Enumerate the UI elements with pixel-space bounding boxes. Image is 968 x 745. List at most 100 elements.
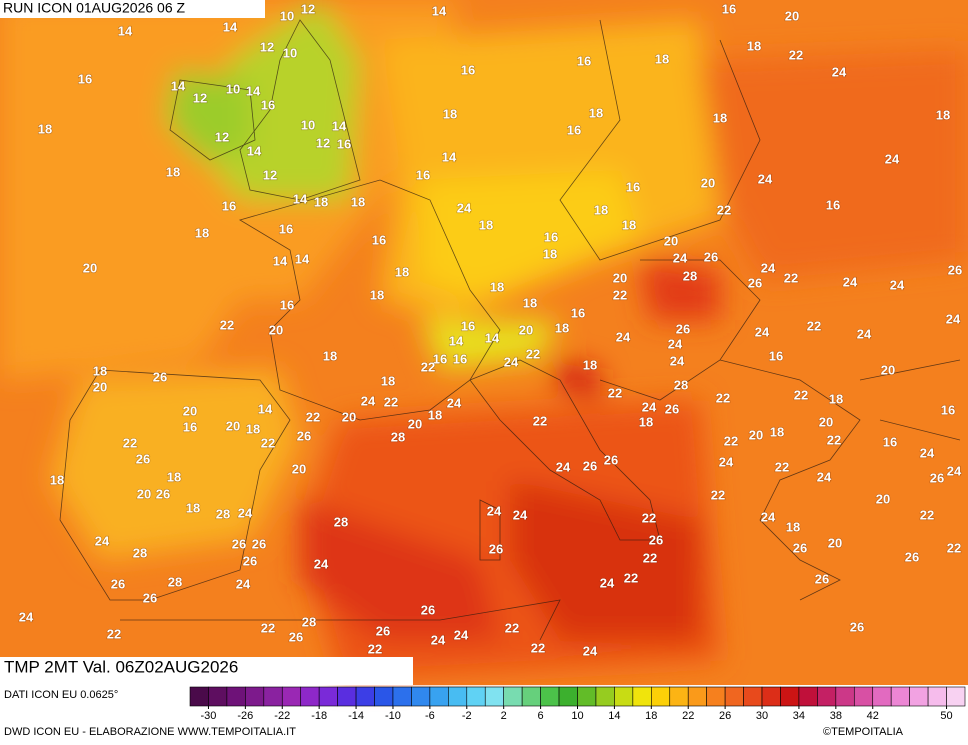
colorbar-tick-label: -18: [311, 710, 327, 722]
temperature-label: 14: [485, 330, 500, 345]
temperature-label: 18: [167, 469, 181, 484]
temperature-label: 18: [195, 225, 209, 240]
temperature-label: 18: [351, 194, 365, 209]
temperature-label: 26: [143, 590, 157, 605]
colorbar-tick-label: 2: [501, 710, 507, 722]
temperature-label: 18: [479, 217, 493, 232]
temperature-label: 18: [655, 51, 669, 66]
temperature-label: 14: [295, 251, 310, 266]
temperature-label: 18: [490, 279, 504, 294]
temperature-label: 26: [243, 553, 257, 568]
temperature-label: 24: [890, 277, 905, 292]
temperature-label: 28: [674, 377, 688, 392]
temperature-label: 26: [421, 602, 435, 617]
temperature-label: 18: [428, 407, 442, 422]
temperature-label: 24: [817, 469, 832, 484]
temperature-label: 22: [947, 540, 961, 555]
temperature-label: 26: [583, 458, 597, 473]
temperature-label: 18: [713, 110, 727, 125]
colorbar-swatch: [927, 686, 947, 707]
temperature-label: 28: [334, 514, 348, 529]
temperature-label: 24: [431, 632, 446, 647]
temperature-label: 20: [749, 427, 763, 442]
temperature-label: 24: [832, 64, 847, 79]
temperature-label: 16: [433, 351, 447, 366]
temperature-label: 18: [543, 246, 557, 261]
temperature-label: 20: [519, 322, 533, 337]
temperature-label: 24: [314, 556, 329, 571]
temperature-label: 18: [555, 320, 569, 335]
temperature-label: 22: [711, 487, 725, 502]
colorbar-tick-label: -6: [425, 710, 435, 722]
temperature-label: 26: [748, 275, 762, 290]
temperature-label: 24: [19, 609, 34, 624]
temperature-label: 24: [556, 459, 571, 474]
temperature-label: 18: [786, 519, 800, 534]
temperature-label: 16: [571, 305, 585, 320]
temperature-label: 24: [487, 503, 502, 518]
temperature-label: 24: [236, 576, 251, 591]
temperature-label: 14: [246, 83, 261, 98]
colorbar-tick-label: 22: [682, 710, 694, 722]
temperature-label: 10: [280, 8, 294, 23]
temperature-label: 20: [408, 416, 422, 431]
colorbar-swatch: [281, 686, 302, 707]
temperature-label: 12: [301, 1, 315, 16]
colorbar-swatch: [595, 686, 615, 707]
colorbar-tick-label: 26: [719, 710, 731, 722]
temperature-label: 24: [642, 399, 657, 414]
colorbar-swatch: [890, 686, 910, 707]
temperature-label: 22: [789, 47, 803, 62]
temperature-label: 24: [95, 533, 110, 548]
colorbar-tick-label: 30: [756, 710, 768, 722]
temperature-label: 10: [226, 81, 240, 96]
colorbar-swatch: [817, 686, 837, 707]
temperature-label: 16: [337, 136, 351, 151]
colorbar-tick-label: 34: [793, 710, 805, 722]
temperature-label: 22: [384, 394, 398, 409]
colorbar-swatch: [503, 686, 523, 707]
temperature-label: 24: [920, 445, 935, 460]
temperature-label: 26: [930, 470, 944, 485]
temperature-label: 18: [323, 348, 337, 363]
temperature-label: 22: [807, 318, 821, 333]
temperature-label: 18: [583, 357, 597, 372]
colorbar-tick-label: -22: [274, 710, 290, 722]
colorbar-swatch: [761, 686, 781, 707]
temperature-label: 22: [261, 435, 275, 450]
temperature-label: 18: [370, 287, 384, 302]
temperature-label: 16: [222, 198, 236, 213]
field-title: TMP 2MT Val. 06Z02AUG2026: [4, 657, 238, 676]
colorbar-tick-label: -14: [348, 710, 364, 722]
temperature-label: 18: [589, 105, 603, 120]
temperature-label: 14: [449, 333, 464, 348]
temperature-label: 24: [447, 395, 462, 410]
temperature-label: 24: [361, 393, 376, 408]
colorbar-swatch: [687, 686, 707, 707]
colorbar-tick-label: -10: [385, 710, 401, 722]
temperature-label: 24: [946, 311, 961, 326]
colorbar-swatch: [392, 686, 412, 707]
colorbar-swatch: [540, 686, 560, 707]
temperature-label: 20: [292, 461, 306, 476]
temperature-label: 16: [453, 351, 467, 366]
temperature-label: 24: [885, 151, 900, 166]
temperature-label: 16: [941, 402, 955, 417]
temperature-label: 18: [314, 194, 328, 209]
temperature-label: 22: [608, 385, 622, 400]
temperature-label: 26: [649, 532, 663, 547]
temperature-label: 28: [391, 429, 405, 444]
colorbar-swatch: [909, 686, 929, 707]
colorbar-swatch: [208, 686, 228, 707]
temperature-label: 18: [829, 391, 843, 406]
temperature-label: 20: [881, 362, 895, 377]
temperature-label: 26: [815, 571, 829, 586]
temperature-label: 20: [226, 418, 240, 433]
temperature-label: 20: [876, 491, 890, 506]
temperature-label: 20: [342, 409, 356, 424]
temperature-label: 22: [717, 202, 731, 217]
temperature-label: 18: [639, 414, 653, 429]
colorbar-tick-label: 6: [538, 710, 544, 722]
temperature-label: 20: [828, 535, 842, 550]
temperature-label: 24: [755, 324, 770, 339]
